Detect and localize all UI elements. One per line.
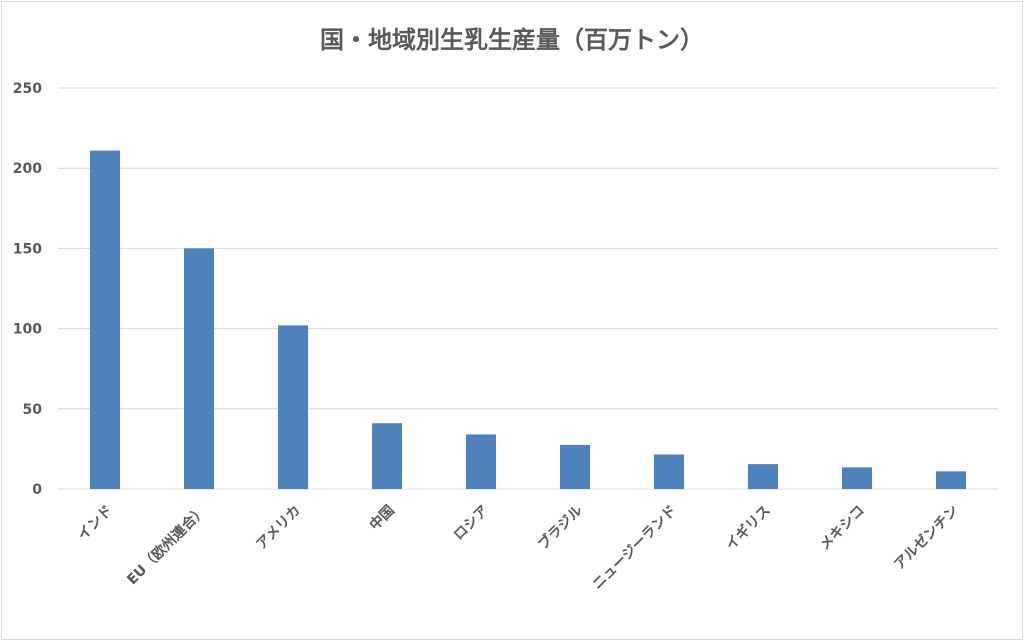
y-tick-label: 0 [32,482,42,498]
bar [748,464,778,489]
bar [842,467,872,489]
x-category-label: アルゼンチン [890,502,961,573]
x-axis-category-labels: インド EU（欧州連合） アメリカ 中国 ロシア ブラジル ニュージーランド イギリス メキシコ… [75,502,962,593]
bar [654,454,684,489]
bar [184,248,214,489]
y-tick-label: 150 [13,241,42,257]
x-category-label: アメリカ [253,503,303,553]
x-category-label: ブラジル [534,502,585,553]
y-tick-label: 250 [13,81,42,97]
y-axis-tick-labels: 0 50 100 150 200 250 [13,81,42,498]
y-tick-label: 50 [23,402,43,418]
bar [90,150,120,489]
bar [466,434,496,489]
chart-title: 国・地域別生乳生産量（百万トン） [320,26,704,54]
x-category-label: メキシコ [817,503,868,554]
x-category-label: イギリス [722,502,774,554]
x-category-label: 中国 [366,502,398,534]
bar [372,423,402,489]
gridlines [58,87,998,490]
y-tick-label: 200 [13,161,42,177]
bars [90,150,966,489]
x-category-label: EU（欧州連合） [124,502,210,588]
x-category-label: インド [75,503,116,544]
x-category-label: ロシア [451,503,492,544]
y-tick-label: 100 [13,322,42,338]
x-category-label: ニュージーランド [590,503,680,593]
bar [278,325,308,489]
bar [560,444,590,489]
bar [936,471,966,489]
